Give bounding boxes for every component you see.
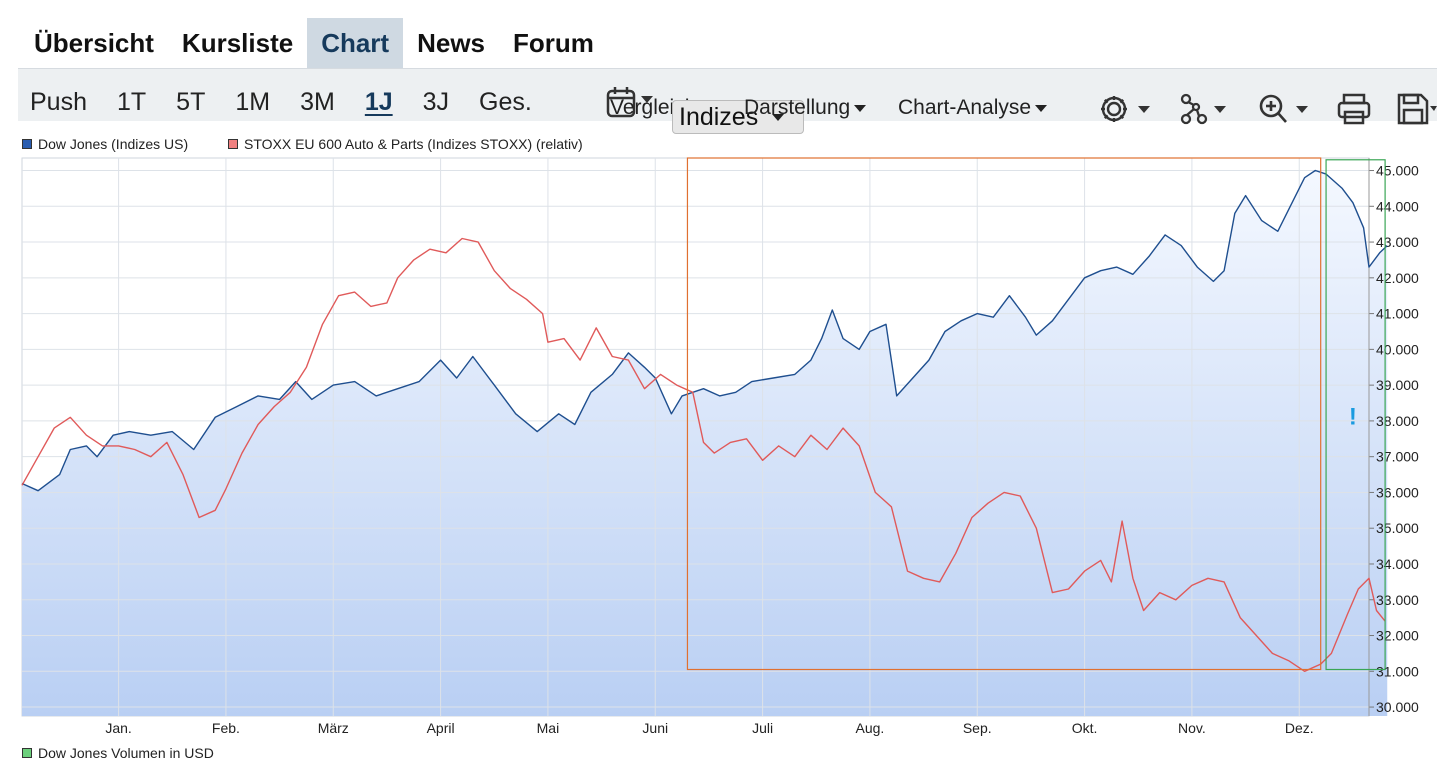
y-tick-label: 30.000 bbox=[1376, 699, 1419, 715]
range-1j[interactable]: 1J bbox=[364, 88, 393, 116]
legend-stoxx[interactable]: STOXX EU 600 Auto & Parts (Indizes STOXX… bbox=[228, 136, 583, 152]
zoom-in-icon bbox=[1259, 94, 1308, 123]
y-tick-label: 40.000 bbox=[1376, 341, 1419, 357]
x-tick-label: Aug. bbox=[856, 720, 885, 736]
range-1t[interactable]: 1T bbox=[116, 88, 147, 116]
zoom-dropdown[interactable] bbox=[1256, 92, 1312, 126]
chevron-down-icon bbox=[854, 104, 867, 112]
gear-icon bbox=[1101, 96, 1150, 122]
chart-analyse-dropdown[interactable]: Chart-Analyse bbox=[898, 96, 1048, 120]
x-tick-label: Dez. bbox=[1285, 720, 1314, 736]
y-tick-label: 34.000 bbox=[1376, 556, 1419, 572]
x-tick-label: Feb. bbox=[212, 720, 240, 736]
chevron-down-icon bbox=[772, 113, 785, 121]
time-range-selector: Push 1T 5T 1M 3M 1J 3J Ges. bbox=[30, 84, 562, 120]
printer-icon bbox=[1337, 93, 1371, 125]
x-tick-label: März bbox=[318, 720, 349, 736]
x-tick-label: Mai bbox=[537, 720, 560, 736]
series-line-stoxx[interactable] bbox=[21, 237, 1386, 672]
darstellung-label: Darstellung bbox=[744, 96, 851, 119]
legend-swatch-volume bbox=[22, 748, 32, 758]
y-tick-label: 45.000 bbox=[1376, 163, 1419, 179]
tab-news[interactable]: News bbox=[417, 27, 486, 58]
y-tick-label: 39.000 bbox=[1376, 377, 1419, 393]
tab-forum[interactable]: Forum bbox=[513, 27, 594, 58]
y-tick-label: 41.000 bbox=[1376, 306, 1419, 322]
y-tick-label: 33.000 bbox=[1376, 592, 1419, 608]
legend-label-volume: Dow Jones Volumen in USD bbox=[38, 745, 214, 761]
y-tick-label: 43.000 bbox=[1376, 234, 1419, 250]
alert-marker[interactable]: ! bbox=[1349, 403, 1357, 430]
legend-swatch-dow bbox=[22, 139, 32, 149]
tab-kursliste[interactable]: Kursliste bbox=[181, 27, 294, 58]
legend-label-dow: Dow Jones (Indizes US) bbox=[38, 136, 189, 152]
indizes-label: Indizes bbox=[679, 102, 759, 131]
y-tick-label: 32.000 bbox=[1376, 628, 1419, 644]
chart-analyse-label: Chart-Analyse bbox=[898, 96, 1032, 119]
tab-uebersicht[interactable]: Übersicht bbox=[34, 27, 154, 58]
y-tick-label: 38.000 bbox=[1376, 413, 1419, 429]
x-tick-label: Sep. bbox=[963, 720, 992, 736]
x-tick-label: Nov. bbox=[1178, 720, 1206, 736]
range-3m[interactable]: 3M bbox=[300, 88, 335, 116]
save-icon bbox=[1397, 93, 1437, 125]
legend-label-stoxx: STOXX EU 600 Auto & Parts (Indizes STOXX… bbox=[244, 136, 583, 152]
range-5t[interactable]: 5T bbox=[176, 88, 206, 116]
y-tick-label: 37.000 bbox=[1376, 449, 1419, 465]
settings-dropdown[interactable] bbox=[1098, 92, 1152, 126]
x-tick-label: Jan. bbox=[105, 720, 131, 736]
darstellung-dropdown[interactable]: Darstellung bbox=[744, 96, 867, 120]
range-1m[interactable]: 1M bbox=[235, 88, 271, 116]
tab-chart[interactable]: Chart bbox=[307, 18, 404, 78]
highlight-box-green bbox=[1325, 159, 1386, 671]
x-tick-label: Juni bbox=[642, 720, 668, 736]
highlight-box-orange bbox=[686, 157, 1322, 671]
x-tick-label: Juli bbox=[752, 720, 773, 736]
y-tick-label: 35.000 bbox=[1376, 520, 1419, 536]
indicator-dropdown[interactable] bbox=[1178, 92, 1232, 126]
calendar-icon bbox=[606, 87, 653, 118]
series-line-dow[interactable] bbox=[21, 169, 1388, 492]
indizes-dropdown[interactable]: Indizes bbox=[672, 100, 804, 134]
y-tick-label: 31.000 bbox=[1376, 663, 1419, 679]
price-chart[interactable]: 45.000 44.000 43.000 42.000 41.000 40.000 39.0… bbox=[0, 150, 1437, 742]
calendar-dropdown[interactable] bbox=[605, 86, 655, 120]
y-tick-label: 44.000 bbox=[1376, 198, 1419, 214]
x-tick-label: Okt. bbox=[1072, 720, 1098, 736]
chevron-down-icon bbox=[1035, 104, 1048, 112]
x-tick-label: April bbox=[427, 720, 455, 736]
legend-dow[interactable]: Dow Jones (Indizes US) bbox=[22, 136, 188, 152]
print-button[interactable] bbox=[1336, 92, 1372, 126]
legend-volume[interactable]: Dow Jones Volumen in USD bbox=[22, 745, 214, 761]
save-dropdown[interactable] bbox=[1396, 92, 1437, 126]
y-tick-label: 42.000 bbox=[1376, 270, 1419, 286]
main-tabs: Übersicht Kursliste Chart News Forum bbox=[20, 18, 608, 78]
network-icon bbox=[1180, 93, 1226, 125]
y-tick-label: 36.000 bbox=[1376, 484, 1419, 500]
legend-swatch-stoxx bbox=[228, 139, 238, 149]
range-push[interactable]: Push bbox=[30, 88, 87, 116]
range-ges[interactable]: Ges. bbox=[479, 88, 532, 116]
range-3j[interactable]: 3J bbox=[422, 88, 450, 116]
